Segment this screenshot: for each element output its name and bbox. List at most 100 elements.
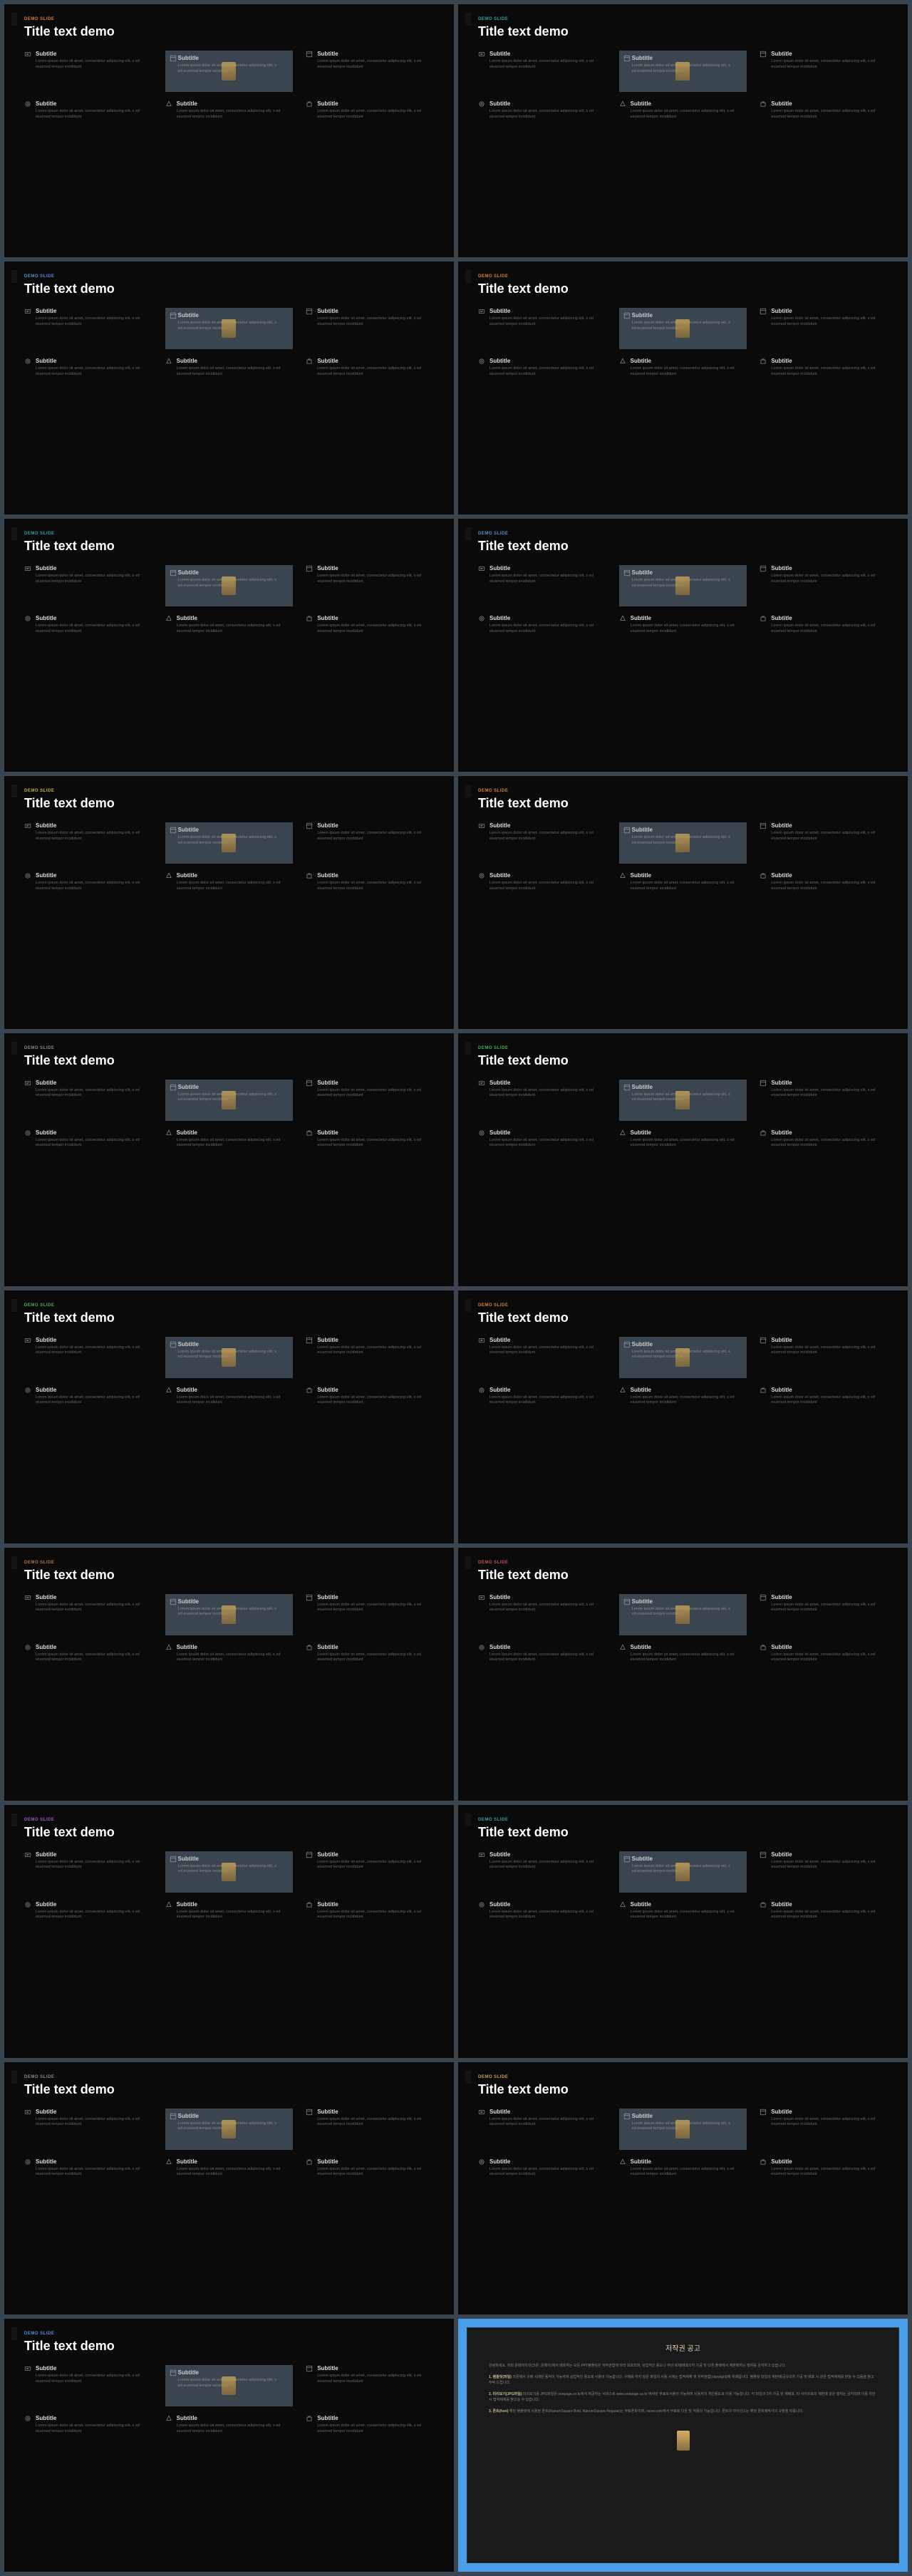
cell-icon: [478, 2158, 485, 2166]
slide-content-cell: Subtitle Lorem ipsum dolor sit amet, con…: [306, 1129, 434, 1149]
cell-body: Lorem ipsum dolor sit amet, consectetur …: [771, 59, 888, 70]
cell-subtitle: Subtitle: [632, 312, 653, 319]
copyright-slide[interactable]: 저작권 공고 안녕하세요. 저희 온페이지넷(크몬: 온페이)에서 배포하는 모…: [458, 2319, 908, 2572]
cell-body: Lorem ipsum dolor sit amet, consectetur …: [177, 109, 294, 120]
image-icon: [623, 1341, 631, 1348]
cell-subtitle: Subtitle: [489, 872, 606, 879]
slide-content-cell: Subtitle Lorem ipsum dolor sit amet, con…: [306, 2109, 434, 2150]
presentation-slide[interactable]: DEMO SLIDE Title text demo Subtitle Lore…: [4, 519, 454, 772]
presentation-slide[interactable]: DEMO SLIDE Title text demo Subtitle Lore…: [4, 1805, 454, 2058]
presentation-slide[interactable]: DEMO SLIDE Title text demo Subtitle Lore…: [4, 2062, 454, 2315]
cell-body: Lorem ipsum dolor sit amet, consectetur …: [36, 2117, 152, 2128]
slide-content-grid: Subtitle Lorem ipsum dolor sit amet, con…: [478, 822, 888, 891]
presentation-slide[interactable]: DEMO SLIDE Title text demo Subtitle Lore…: [458, 1033, 908, 1286]
cell-icon: [24, 51, 31, 58]
slide-content-cell: Subtitle Lorem ipsum dolor sit amet, con…: [24, 2158, 152, 2178]
presentation-slide[interactable]: DEMO SLIDE Title text demo Subtitle Lore…: [458, 1548, 908, 1801]
presentation-slide[interactable]: DEMO SLIDE Title text demo Subtitle Lore…: [458, 4, 908, 257]
slide-content-cell: Subtitle Lorem ipsum dolor sit amet, con…: [760, 2109, 888, 2150]
cell-icon: [24, 1901, 31, 1908]
cell-subtitle: Subtitle: [178, 2369, 199, 2376]
slide-image-cell: Subtitle Lorem ipsum dolor sit amet, con…: [619, 1851, 747, 1893]
slide-content-cell: Subtitle Lorem ipsum dolor sit amet, con…: [760, 1594, 888, 1635]
cell-body: Lorem ipsum dolor sit amet, consectetur …: [489, 316, 606, 327]
cell-icon: [478, 872, 485, 879]
placeholder-figure: [675, 576, 690, 595]
cell-icon: [165, 100, 172, 108]
slide-content-cell: Subtitle Lorem ipsum dolor sit amet, con…: [24, 872, 152, 891]
image-icon: [170, 55, 177, 62]
cell-subtitle: Subtitle: [631, 872, 747, 879]
cell-icon: [760, 1387, 767, 1394]
cell-subtitle: Subtitle: [489, 2109, 606, 2115]
cell-subtitle: Subtitle: [36, 1644, 152, 1650]
slide-content-cell: Subtitle Lorem ipsum dolor sit amet, con…: [24, 308, 152, 349]
presentation-slide[interactable]: DEMO SLIDE Title text demo Subtitle Lore…: [4, 1548, 454, 1801]
cell-body: Lorem ipsum dolor sit amet, consectetur …: [177, 881, 294, 891]
cell-subtitle: Subtitle: [771, 1644, 888, 1650]
cell-body: Lorem ipsum dolor sit amet, consectetur …: [771, 831, 888, 842]
cell-icon: [24, 2415, 31, 2422]
presentation-slide[interactable]: DEMO SLIDE Title text demo Subtitle Lore…: [4, 4, 454, 257]
cell-subtitle: Subtitle: [317, 1594, 434, 1600]
cell-subtitle: Subtitle: [36, 2158, 152, 2165]
cell-subtitle: Subtitle: [489, 1129, 606, 1136]
presentation-slide[interactable]: DEMO SLIDE Title text demo Subtitle Lore…: [458, 519, 908, 772]
cell-subtitle: Subtitle: [317, 565, 434, 571]
slide-eyebrow: DEMO SLIDE: [478, 2075, 888, 2079]
slide-content-cell: Subtitle Lorem ipsum dolor sit amet, con…: [760, 1129, 888, 1149]
cell-subtitle: Subtitle: [771, 308, 888, 314]
cell-icon: [306, 1594, 313, 1601]
cell-subtitle: Subtitle: [178, 1856, 199, 1862]
slide-image-cell: Subtitle Lorem ipsum dolor sit amet, con…: [165, 2109, 294, 2150]
slide-image-cell: Subtitle Lorem ipsum dolor sit amet, con…: [165, 1080, 294, 1121]
cell-subtitle: Subtitle: [36, 2109, 152, 2115]
slide-content-cell: Subtitle Lorem ipsum dolor sit amet, con…: [165, 872, 294, 891]
image-icon: [170, 827, 177, 834]
slide-image-cell: Subtitle Lorem ipsum dolor sit amet, con…: [619, 1594, 747, 1635]
presentation-slide[interactable]: DEMO SLIDE Title text demo Subtitle Lore…: [4, 2319, 454, 2572]
presentation-slide[interactable]: DEMO SLIDE Title text demo Subtitle Lore…: [458, 776, 908, 1029]
cell-icon: [24, 1129, 31, 1137]
slide-content-grid: Subtitle Lorem ipsum dolor sit amet, con…: [478, 308, 888, 377]
slide-image-cell: Subtitle Lorem ipsum dolor sit amet, con…: [165, 822, 294, 864]
cell-subtitle: Subtitle: [489, 565, 606, 571]
slide-image-cell: Subtitle Lorem ipsum dolor sit amet, con…: [619, 2109, 747, 2150]
cell-body: Lorem ipsum dolor sit amet, consectetur …: [36, 831, 152, 842]
placeholder-figure: [222, 2376, 236, 2395]
slide-content-cell: Subtitle Lorem ipsum dolor sit amet, con…: [478, 1644, 606, 1663]
presentation-slide[interactable]: DEMO SLIDE Title text demo Subtitle Lore…: [4, 776, 454, 1029]
presentation-slide[interactable]: DEMO SLIDE Title text demo Subtitle Lore…: [4, 1033, 454, 1286]
cell-subtitle: Subtitle: [178, 1084, 199, 1090]
slide-content-cell: Subtitle Lorem ipsum dolor sit amet, con…: [760, 565, 888, 606]
presentation-slide[interactable]: DEMO SLIDE Title text demo Subtitle Lore…: [4, 1290, 454, 1543]
slide-content-cell: Subtitle Lorem ipsum dolor sit amet, con…: [478, 1080, 606, 1121]
cell-subtitle: Subtitle: [36, 358, 152, 364]
presentation-slide[interactable]: DEMO SLIDE Title text demo Subtitle Lore…: [458, 2062, 908, 2315]
cell-icon: [760, 1851, 767, 1858]
copyright-item-2: 2. 미리보기(JPG파일) 미리보기용 JPG파일은 onepage.co.k…: [489, 2391, 877, 2403]
slide-content-cell: Subtitle Lorem ipsum dolor sit amet, con…: [478, 51, 606, 92]
slide-content-cell: Subtitle Lorem ipsum dolor sit amet, con…: [619, 1644, 747, 1663]
slide-content-cell: Subtitle Lorem ipsum dolor sit amet, con…: [165, 1129, 294, 1149]
presentation-slide[interactable]: DEMO SLIDE Title text demo Subtitle Lore…: [458, 262, 908, 514]
cell-subtitle: Subtitle: [317, 1080, 434, 1086]
slide-content-cell: Subtitle Lorem ipsum dolor sit amet, con…: [760, 358, 888, 377]
cell-icon: [306, 100, 313, 108]
presentation-slide[interactable]: DEMO SLIDE Title text demo Subtitle Lore…: [458, 1290, 908, 1543]
slide-content-cell: Subtitle Lorem ipsum dolor sit amet, con…: [478, 308, 606, 349]
cell-subtitle: Subtitle: [36, 51, 152, 57]
cell-icon: [760, 565, 767, 572]
presentation-slide[interactable]: DEMO SLIDE Title text demo Subtitle Lore…: [4, 262, 454, 514]
placeholder-figure: [222, 62, 236, 81]
cell-icon: [478, 1129, 485, 1137]
slide-content-cell: Subtitle Lorem ipsum dolor sit amet, con…: [478, 1901, 606, 1920]
cell-icon: [306, 2365, 313, 2372]
cell-icon: [760, 1901, 767, 1908]
cell-subtitle: Subtitle: [317, 1387, 434, 1393]
cell-subtitle: Subtitle: [36, 1080, 152, 1086]
cell-subtitle: Subtitle: [489, 1387, 606, 1393]
slide-content-grid: Subtitle Lorem ipsum dolor sit amet, con…: [478, 1851, 888, 1920]
slide-content-cell: Subtitle Lorem ipsum dolor sit amet, con…: [306, 100, 434, 120]
presentation-slide[interactable]: DEMO SLIDE Title text demo Subtitle Lore…: [458, 1805, 908, 2058]
